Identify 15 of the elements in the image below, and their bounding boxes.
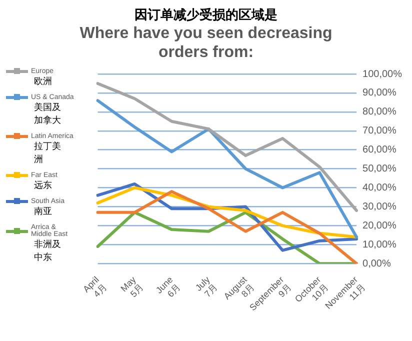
x-tick-label: May 5月 xyxy=(118,274,146,300)
y-tick-label: 10,00% xyxy=(362,239,397,250)
y-tick-label: 80,00% xyxy=(362,106,397,118)
y-tick-label: 40,00% xyxy=(362,182,397,194)
y-tick-label: 50,00% xyxy=(362,164,397,175)
x-tick-label: July 7月 xyxy=(193,274,220,300)
y-tick-label: 60,00% xyxy=(362,144,397,156)
chart-title: 因订单减少受损的区域是 xyxy=(134,6,278,24)
y-tick-label: 70,00% xyxy=(362,126,397,137)
y-tick-label: 90,00% xyxy=(362,88,397,99)
y-tick-label: 100,00% xyxy=(362,68,402,80)
y-tick-label: 30,00% xyxy=(362,201,397,212)
y-tick-label: 20,00% xyxy=(362,220,397,232)
y-tick-label: 0,00% xyxy=(362,258,391,270)
chart-subtitle: Where have you seen decreasing orders from: xyxy=(78,24,334,62)
